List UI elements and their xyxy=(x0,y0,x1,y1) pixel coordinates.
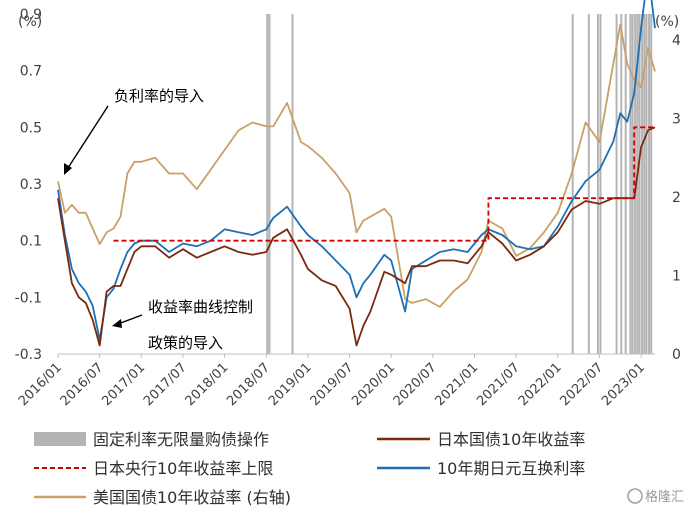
x-tick-label: 2019/07 xyxy=(308,360,357,409)
left-y-tick-label: 0.3 xyxy=(20,177,42,193)
annotation-ycc: 收益率曲线控制 政策的导入 xyxy=(112,298,253,352)
series-layer xyxy=(57,0,656,347)
shading-bar xyxy=(599,14,602,354)
x-tick-label: 2022/01 xyxy=(516,360,565,409)
right-y-tick-label: 2 xyxy=(672,190,681,206)
right-y-tick-label: 3 xyxy=(672,112,681,128)
legend-label-boj-cap: 日本央行10年收益率上限 xyxy=(93,459,273,478)
series-line xyxy=(57,0,656,341)
shading-bar xyxy=(650,14,653,354)
right-y-tick-label: 1 xyxy=(672,269,681,285)
legend-label-ust: 美国国债10年收益率 (右轴) xyxy=(93,488,291,507)
watermark-text: 格隆汇 xyxy=(645,489,684,505)
right-axis-unit: (%) xyxy=(655,14,679,30)
x-tick-label: 2020/01 xyxy=(349,360,398,409)
shading-layer xyxy=(266,14,653,354)
shading-bar xyxy=(634,14,637,354)
left-axis-unit: (%) xyxy=(18,14,42,30)
annotation-text-ycc-line1: 收益率曲线控制 xyxy=(148,298,253,316)
x-tick-label: 2021/01 xyxy=(433,360,482,409)
series-line xyxy=(57,126,656,347)
arrowhead-icon xyxy=(64,163,72,175)
shading-bar xyxy=(620,14,623,354)
shading-bar xyxy=(648,14,651,354)
legend-label-jgb: 日本国债10年收益率 xyxy=(437,430,585,449)
x-tick-label: 2022/07 xyxy=(557,360,606,409)
shading-bar xyxy=(596,14,599,354)
shading-bar xyxy=(645,14,648,354)
shading-bar xyxy=(268,14,271,354)
shading-bar xyxy=(638,14,641,354)
series-line xyxy=(113,126,655,242)
x-tick-label: 2017/07 xyxy=(141,360,190,409)
left-y-tick-label: 0.1 xyxy=(20,234,42,250)
x-tick-label: 2018/07 xyxy=(224,360,273,409)
shading-bar xyxy=(571,14,574,354)
legend-label-shading: 固定利率无限量购债操作 xyxy=(93,430,269,449)
shading-bar xyxy=(266,14,269,354)
x-tick-label: 2017/01 xyxy=(99,360,148,409)
legend-label-swap: 10年期日元互换利率 xyxy=(437,459,585,478)
shading-bar xyxy=(641,14,644,354)
shading-bar xyxy=(631,14,634,354)
shading-bar xyxy=(624,14,627,354)
right-y-ticks: 0 1 2 3 4 xyxy=(672,33,681,363)
x-ticks: 2016/012016/072017/012017/072018/012018/… xyxy=(16,354,648,409)
left-y-ticks: -0.3 -0.1 0.1 0.3 0.5 0.7 0.9 xyxy=(15,7,42,363)
watermark-logo-icon xyxy=(627,488,643,504)
arrowhead-icon xyxy=(112,319,122,328)
axes: (%) (%) xyxy=(18,14,679,355)
x-tick-label: 2018/01 xyxy=(183,360,232,409)
shading-bar xyxy=(291,14,294,354)
left-y-tick-label: 0.7 xyxy=(20,64,42,80)
series-line xyxy=(57,23,656,308)
legend: 固定利率无限量购债操作 日本国债10年收益率 日本央行10年收益率上限 10年期… xyxy=(34,430,585,507)
x-tick-label: 2021/07 xyxy=(474,360,523,409)
left-y-tick-label: 0.9 xyxy=(20,7,42,23)
annotation-text-ycc-line2: 政策的导入 xyxy=(148,334,223,352)
legend-swatch-shading xyxy=(34,432,86,446)
annotation-text-negative-rate: 负利率的导入 xyxy=(114,87,204,105)
x-tick-label: 2020/07 xyxy=(391,360,440,409)
shading-bar xyxy=(615,14,618,354)
shading-bar xyxy=(629,14,632,354)
annotation-arrow-ycc xyxy=(117,314,143,325)
right-y-tick-label: 4 xyxy=(672,33,681,49)
watermark: 格隆汇 xyxy=(627,488,684,505)
shading-bar xyxy=(636,14,639,354)
x-tick-label: 2016/07 xyxy=(58,360,107,409)
left-y-tick-label: -0.1 xyxy=(15,290,42,306)
right-y-tick-label: 0 xyxy=(672,347,681,363)
left-y-tick-label: -0.3 xyxy=(15,347,42,363)
annotation-negative-rate: 负利率的导入 xyxy=(64,87,204,175)
x-tick-label: 2016/01 xyxy=(16,360,65,409)
left-y-tick-label: 0.5 xyxy=(20,120,42,136)
shading-bar xyxy=(643,14,646,354)
x-tick-label: 2023/01 xyxy=(599,360,648,409)
annotation-arrow-negative-rate xyxy=(65,105,109,172)
shading-bar xyxy=(587,14,590,354)
x-tick-label: 2019/01 xyxy=(266,360,315,409)
